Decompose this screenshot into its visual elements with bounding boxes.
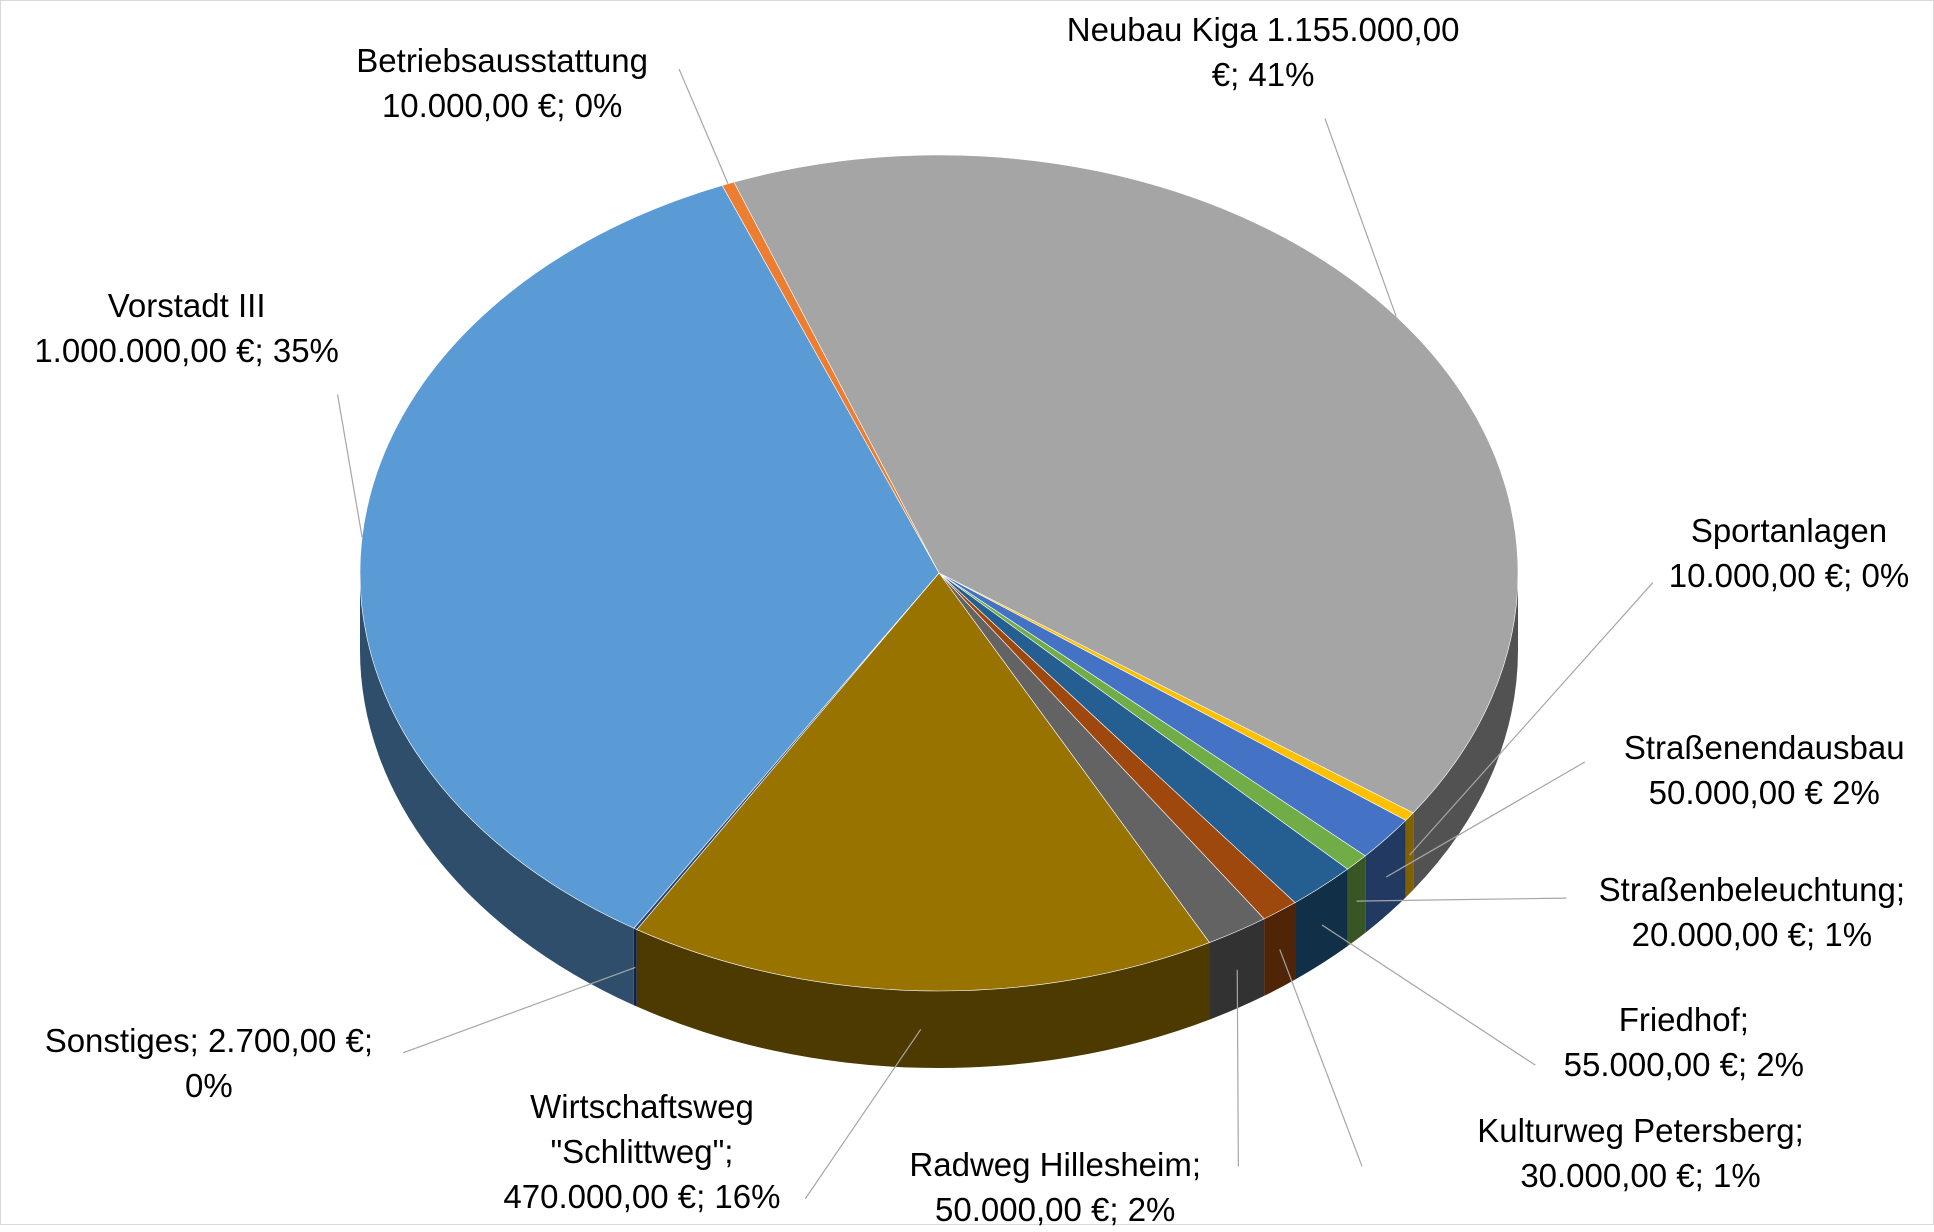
leader-line: [338, 394, 363, 537]
data-label: Straßenbeleuchtung; 20.000,00 €; 1%: [1432, 867, 1934, 957]
data-label: Straßenendausbau 50.000,00 € 2%: [1444, 725, 1934, 815]
data-label: Kulturweg Petersberg; 30.000,00 €; 1%: [1321, 1108, 1934, 1198]
data-label: Sonstiges; 2.700,00 €; 0%: [0, 1018, 529, 1108]
data-label: Neubau Kiga 1.155.000,00 €; 41%: [943, 7, 1583, 97]
data-label: Betriebsausstattung 10.000,00 €; 0%: [182, 38, 822, 128]
pie-slice-side: [1406, 813, 1413, 897]
data-label: Friedhof; 55.000,00 €; 2%: [1364, 997, 1934, 1087]
data-label: Sportanlagen 10.000,00 €; 0%: [1469, 508, 1934, 598]
data-label: Vorstadt III 1.000.000,00 €; 35%: [0, 283, 507, 373]
